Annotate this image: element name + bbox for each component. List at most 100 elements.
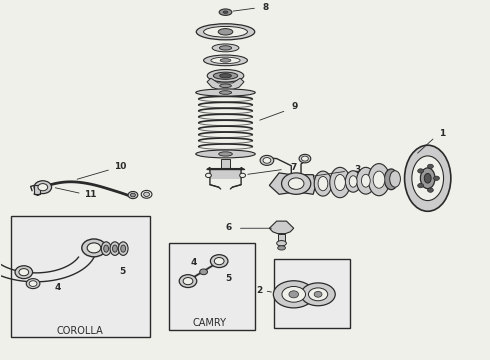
Ellipse shape [424,174,431,183]
Text: 7: 7 [291,163,297,172]
Ellipse shape [211,57,240,64]
Ellipse shape [29,281,37,287]
Ellipse shape [417,169,423,173]
Ellipse shape [214,257,224,265]
Ellipse shape [240,173,245,177]
Ellipse shape [34,181,51,194]
Ellipse shape [335,175,345,190]
Ellipse shape [263,158,271,163]
Text: 4: 4 [191,258,197,267]
Ellipse shape [144,192,149,197]
Ellipse shape [420,168,435,189]
Ellipse shape [19,269,29,276]
Ellipse shape [288,178,304,189]
Ellipse shape [207,69,244,82]
Ellipse shape [220,59,231,62]
Text: CAMRY: CAMRY [193,318,227,328]
Ellipse shape [179,275,197,288]
Ellipse shape [128,192,138,199]
Ellipse shape [205,173,211,177]
Ellipse shape [213,72,238,79]
Text: 5: 5 [225,274,231,283]
Text: 1: 1 [439,129,445,138]
Text: 10: 10 [114,162,126,171]
Ellipse shape [299,154,311,163]
Ellipse shape [417,184,423,188]
Bar [170,243,255,330]
Text: 11: 11 [84,190,97,199]
Ellipse shape [15,266,32,279]
Ellipse shape [308,288,328,301]
Ellipse shape [183,278,193,285]
Bar [210,167,241,179]
Ellipse shape [345,171,361,192]
Ellipse shape [301,283,335,306]
Ellipse shape [390,171,400,187]
Ellipse shape [223,11,228,13]
Text: 6: 6 [226,223,232,232]
Ellipse shape [203,55,247,66]
Ellipse shape [104,245,109,252]
Ellipse shape [87,243,101,253]
Ellipse shape [220,73,231,78]
Ellipse shape [219,9,232,15]
Ellipse shape [434,176,440,180]
Ellipse shape [121,245,125,252]
Ellipse shape [373,171,385,188]
Ellipse shape [260,156,274,165]
Ellipse shape [101,242,111,255]
Ellipse shape [273,281,314,308]
Ellipse shape [282,173,311,194]
Polygon shape [270,221,294,234]
Ellipse shape [289,291,298,298]
Bar [220,159,230,168]
Ellipse shape [330,167,350,198]
Ellipse shape [314,292,322,297]
Ellipse shape [38,184,48,191]
Ellipse shape [362,174,370,187]
Ellipse shape [210,255,228,267]
Ellipse shape [368,163,390,196]
Ellipse shape [196,24,255,40]
Ellipse shape [110,242,120,255]
Ellipse shape [26,279,40,289]
Ellipse shape [200,269,207,275]
Ellipse shape [282,287,305,302]
Text: 5: 5 [119,267,125,276]
Ellipse shape [220,46,232,50]
Ellipse shape [357,167,375,194]
Ellipse shape [220,91,232,94]
Ellipse shape [301,156,308,161]
Text: 2: 2 [256,285,263,294]
Ellipse shape [113,245,117,252]
Ellipse shape [196,89,255,96]
Ellipse shape [218,28,233,35]
Text: COROLLA: COROLLA [57,327,104,337]
Bar [274,258,350,328]
Bar [278,234,286,243]
Ellipse shape [405,145,451,211]
Polygon shape [207,78,244,90]
Ellipse shape [141,190,152,198]
Ellipse shape [318,176,328,191]
Text: 3: 3 [354,165,360,174]
Text: 8: 8 [262,3,269,12]
Ellipse shape [130,193,135,197]
Ellipse shape [212,44,239,52]
Ellipse shape [349,176,357,187]
Ellipse shape [412,156,443,201]
Ellipse shape [384,169,398,190]
Ellipse shape [196,150,255,158]
Ellipse shape [314,171,332,196]
Ellipse shape [427,164,433,168]
Bar [34,185,40,194]
Ellipse shape [277,240,287,246]
Ellipse shape [219,152,232,156]
Ellipse shape [118,242,128,255]
Polygon shape [270,173,316,194]
Ellipse shape [427,188,433,192]
Ellipse shape [82,239,106,257]
Ellipse shape [220,84,231,87]
Text: 4: 4 [54,283,61,292]
Ellipse shape [278,246,286,250]
